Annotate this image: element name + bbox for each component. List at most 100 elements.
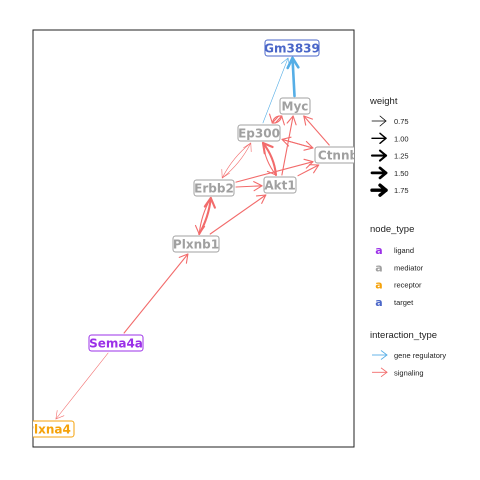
edge-line [291,56,296,98]
edge-line [235,185,263,188]
edge-arrowhead [303,158,314,169]
edge-arrowhead [281,57,290,67]
edge-arrowhead [255,194,267,204]
legend-weight-item: 1.50 [370,166,409,180]
edge-line [221,142,252,179]
edge-arrowhead [286,115,297,126]
legend-node-type-label: receptor [394,281,422,290]
node-gm3839[interactable]: Gm3839 [264,39,320,57]
legend-node-type-item: a ligand [375,244,414,257]
node-box [264,39,320,57]
edge-line [297,164,320,177]
edge-arrowhead [178,253,189,264]
legend-interaction-type-label: signaling [394,368,424,377]
edge-ep300-erbb2 [221,142,252,179]
edge-line [303,115,330,146]
legend-weight-label: 0.75 [394,117,409,126]
edge-line [123,253,189,334]
legend-weight: weight 0.75 1.00 1.25 1.50 1.75 [369,96,409,197]
legend-weight-title: weight [369,96,398,107]
legend-node-type-label: ligand [394,246,414,255]
edge-ctnnb-ep300 [281,136,314,149]
node-plxna4[interactable]: Plxna4 [22,420,75,438]
node-label: Sema4a [89,336,143,350]
node-myc[interactable]: Myc [279,97,311,115]
edge-akt1-ctnnb [297,164,320,177]
edge-arrowhead [308,164,320,174]
node-box [279,97,311,115]
legend-arrowhead [378,183,388,197]
legend-weight-label: 1.75 [394,186,409,195]
edge-line [221,142,252,179]
edges-layer [55,56,330,420]
node-plxnb1[interactable]: Plxnb1 [172,235,220,253]
edge-ctnnb-myc [303,115,330,146]
node-akt1[interactable]: Akt1 [263,176,297,194]
edge-arrowhead [303,115,314,126]
node-box [314,146,354,164]
node-label: Erbb2 [194,181,234,195]
legend-weight-item: 0.75 [371,115,409,127]
legend-weight-item: 1.75 [370,183,409,197]
edge-arrowhead [266,165,277,176]
edge-myc-ep300 [269,113,283,124]
edge-erbb2-akt1 [235,181,263,192]
legend-node-type-item: a mediator [375,261,423,274]
node-box [263,176,297,194]
legend-arrowhead [380,367,388,378]
node-label: Myc [282,99,309,113]
node-box [172,235,220,253]
node-ctnnb[interactable]: Ctnnb [314,146,361,164]
node-label: Plxna4 [25,422,71,436]
legend-weight-item: 1.25 [370,149,409,162]
node-label: Akt1 [264,178,295,192]
legend-arrowhead [378,149,388,162]
legend-interaction-type-item: gene regulatory [372,350,446,360]
legend-arrowhead [380,350,388,360]
legend-arrowhead [379,115,387,127]
edge-arrowhead [221,169,230,179]
edge-line [235,161,314,183]
node-ep300[interactable]: Ep300 [237,124,281,142]
node-erbb2[interactable]: Erbb2 [193,179,235,197]
edge-ep300-akt1 [262,142,277,176]
legend-node-type-item: a receptor [375,279,422,292]
edge-line [55,352,109,420]
node-label: Plxnb1 [173,237,219,251]
legend-interaction-type-title: interaction_type [370,330,437,341]
node-box [33,420,75,438]
node-box [237,124,281,142]
edge-erbb2-plxnb1 [194,197,212,235]
node-label: Ctnnb [318,148,359,162]
legend-glyph: a [375,279,382,292]
legend-weight-item: 1.00 [371,132,409,145]
legend-weight-label: 1.00 [394,134,409,143]
legend-glyph: a [375,296,382,309]
edge-line [262,142,277,176]
legend-interaction-type-item: signaling [372,367,424,378]
legend-glyph: a [375,244,382,257]
legend-weight-label: 1.25 [394,152,409,161]
legend-weight-label: 1.50 [394,169,409,178]
legend-arrowhead [379,132,387,145]
edge-arrowhead [269,113,280,124]
edge-ep300-gm3839 [262,57,290,124]
node-label: Gm3839 [264,41,320,55]
edge-sema4a-plxnb1 [123,253,189,334]
edge-line [262,57,289,124]
edge-arrowhead [194,224,206,235]
edge-arrowhead [253,181,263,192]
legend-arrowhead [378,166,388,180]
legend-node-type-label: mediator [394,263,424,272]
edge-line [281,138,314,149]
edge-erbb2-ctnnb [235,158,314,183]
legend-node-type-item: a target [375,296,414,309]
edge-arrowhead [55,410,65,420]
legend-node-type-label: target [394,298,414,307]
legend-glyph: a [375,261,382,274]
node-sema4a[interactable]: Sema4a [88,334,144,352]
